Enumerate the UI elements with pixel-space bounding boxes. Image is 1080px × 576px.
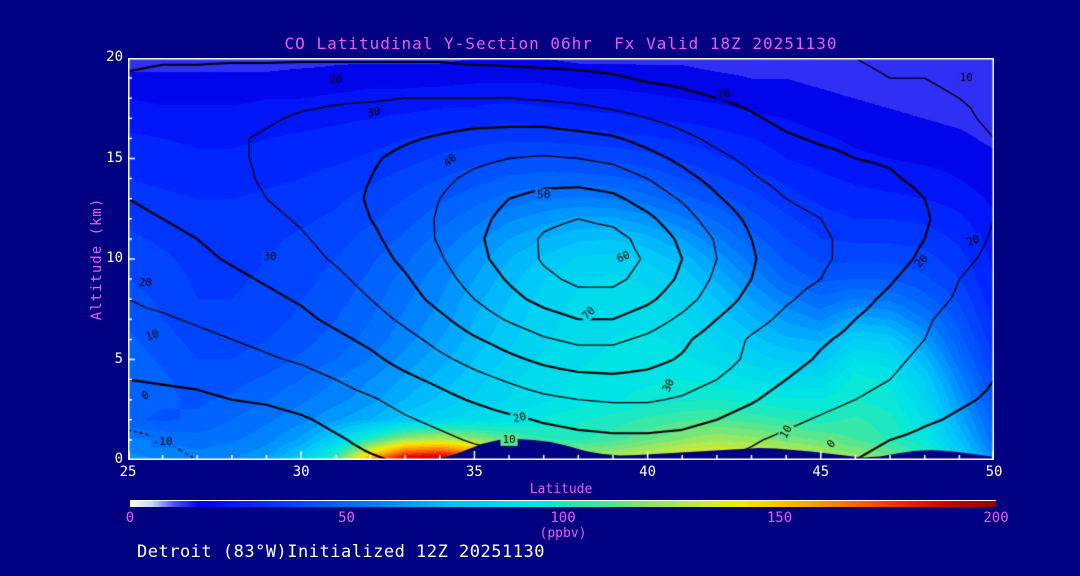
colorbar-canvas [130, 500, 996, 507]
colorbar-tick-label: 150 [766, 510, 793, 526]
colorbar-tick-label: 0 [125, 510, 135, 526]
y-tick-label: 5 [114, 350, 123, 367]
y-tick-label: 20 [106, 49, 123, 65]
x-tick-label: 40 [639, 464, 657, 480]
contour-plot-canvas [128, 58, 994, 460]
x-tick-label: 35 [465, 464, 483, 480]
y-tick-label: 15 [106, 149, 123, 166]
y-tick-label: 0 [114, 451, 123, 467]
x-tick-label: 50 [985, 464, 1003, 480]
chart-title: CO Latitudinal Y-Section 06hr Fx Valid 1… [284, 34, 838, 53]
x-axis-label: Latitude [529, 482, 593, 497]
x-tick-label: 25 [119, 464, 137, 480]
y-tick-label: 10 [106, 250, 123, 266]
x-tick-label: 45 [812, 464, 830, 480]
colorbar-unit: (ppbv) [539, 526, 587, 541]
colorbar-tick-label: 50 [338, 510, 355, 526]
colorbar-tick-label: 200 [983, 510, 1009, 526]
x-tick-label: 30 [292, 464, 310, 480]
station-annotation: Detroit (83°W)Initialized 12Z 20251130 [137, 542, 545, 562]
colorbar-tick-label: 100 [550, 510, 576, 526]
